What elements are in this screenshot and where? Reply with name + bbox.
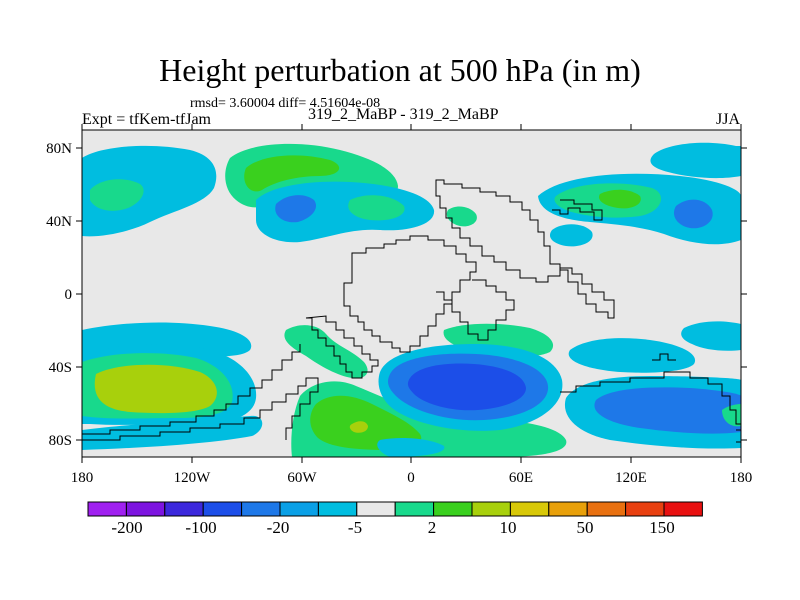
coastline-europe-africa — [343, 235, 477, 353]
colorbar-label-150: 150 — [649, 518, 675, 537]
colorbar-box-4 — [241, 501, 281, 517]
colorbar-label-m20: -20 — [267, 518, 290, 537]
contour-nh-arc-core — [244, 155, 340, 192]
contour-nh-east-blue — [673, 199, 713, 229]
colorbar-label-m5: -5 — [348, 518, 362, 537]
contour-nh-east-top — [650, 142, 741, 179]
coastline-pacific-islands — [652, 353, 676, 361]
contour-nh-asia-small — [446, 206, 477, 227]
lat-labels: 80N 40N 0 40S 80S — [46, 141, 72, 449]
lon-label-180e: 180 — [730, 470, 753, 486]
contour-sh-center-core — [407, 363, 526, 411]
colorbar-box-2 — [164, 501, 204, 517]
north-contours — [82, 142, 741, 247]
cases-label: 319_2_MaBP - 319_2_MaBP — [308, 106, 499, 123]
lon-label-120e: 120E — [615, 470, 647, 486]
contour-nh-mid-green — [348, 195, 405, 221]
south-contours — [82, 321, 741, 457]
contour-nh-east-small — [549, 224, 593, 247]
colorbar-box-3 — [202, 501, 243, 517]
contour-sh-atlantic-edge — [377, 438, 445, 457]
lat-label-0: 0 — [65, 287, 73, 303]
stats-text: rmsd= 3.60004 diff= 4.51604e-08 — [190, 96, 381, 111]
coastline-eurasia — [435, 179, 615, 319]
contour-sh-southern-band — [82, 415, 263, 450]
lon-label-0: 0 — [407, 470, 415, 486]
coastlines — [82, 179, 741, 452]
season-label: JJA — [716, 111, 741, 128]
colorbar-label-2: 2 — [428, 518, 437, 537]
contour-nh-west — [82, 145, 217, 237]
lon-labels: 180 120W 60W 0 60E 120E 180 — [71, 470, 753, 486]
lat-label-80s: 80S — [49, 433, 72, 449]
lon-label-60w: 60W — [287, 470, 317, 486]
colorbar-box-15 — [663, 501, 703, 517]
lon-label-60e: 60E — [509, 470, 533, 486]
colorbar-box-7 — [356, 501, 396, 517]
coastline-south-america-west — [305, 315, 379, 379]
coastline-antarctic-east — [560, 371, 741, 425]
plot-title: Height perturbation at 500 hPa (in m) — [159, 52, 641, 88]
colorbar-box-9 — [433, 501, 473, 517]
contour-nh-mid-inner — [275, 195, 317, 223]
colorbar-label-m200: -200 — [111, 518, 142, 537]
colorbar-label-m100: -100 — [185, 518, 216, 537]
lon-label-120w: 120W — [174, 470, 212, 486]
coastline-antarctic-peninsula — [82, 344, 301, 435]
contour-sh-atlantic-peak — [349, 421, 368, 433]
coastline-east-asia — [552, 199, 603, 221]
colorbar-box-8 — [394, 501, 435, 517]
colorbar-label-50: 50 — [577, 518, 594, 537]
colorbar-box-12 — [548, 501, 588, 517]
colorbar-box-0 — [87, 501, 127, 517]
contour-sh-atlantic-strip — [284, 325, 368, 379]
contour-field — [82, 130, 741, 457]
colorbar-box-11 — [509, 501, 550, 517]
coastline-east-rim — [736, 429, 741, 452]
colorbar-box-13 — [586, 501, 627, 517]
colorbar-box-10 — [471, 501, 511, 517]
experiment-label: Expt = tfKem-tfJam — [82, 111, 211, 128]
contour-sh-west-core — [94, 364, 217, 414]
colorbar — [87, 501, 703, 517]
contour-sh-east-right — [681, 321, 741, 351]
coastline-arabia-india — [436, 279, 515, 341]
colorbar-box-14 — [625, 501, 665, 517]
contour-sh-east-top — [568, 338, 696, 373]
lat-label-40n: 40N — [46, 214, 72, 230]
lat-label-40s: 40S — [49, 360, 72, 376]
contour-nh-east-core — [598, 189, 641, 209]
colorbar-box-6 — [317, 501, 358, 517]
colorbar-labels: -200 -100 -20 -5 2 10 50 150 — [111, 518, 674, 537]
lat-label-80n: 80N — [46, 141, 72, 157]
contour-sh-east-inner — [594, 387, 741, 434]
colorbar-box-1 — [125, 501, 166, 517]
colorbar-label-10: 10 — [500, 518, 517, 537]
axis-ticks — [76, 124, 747, 463]
lon-label-180w: 180 — [71, 470, 94, 486]
contour-nh-west-inner — [90, 179, 144, 211]
coastline-antarctic-lower — [82, 377, 319, 441]
colorbar-box-5 — [279, 501, 319, 517]
